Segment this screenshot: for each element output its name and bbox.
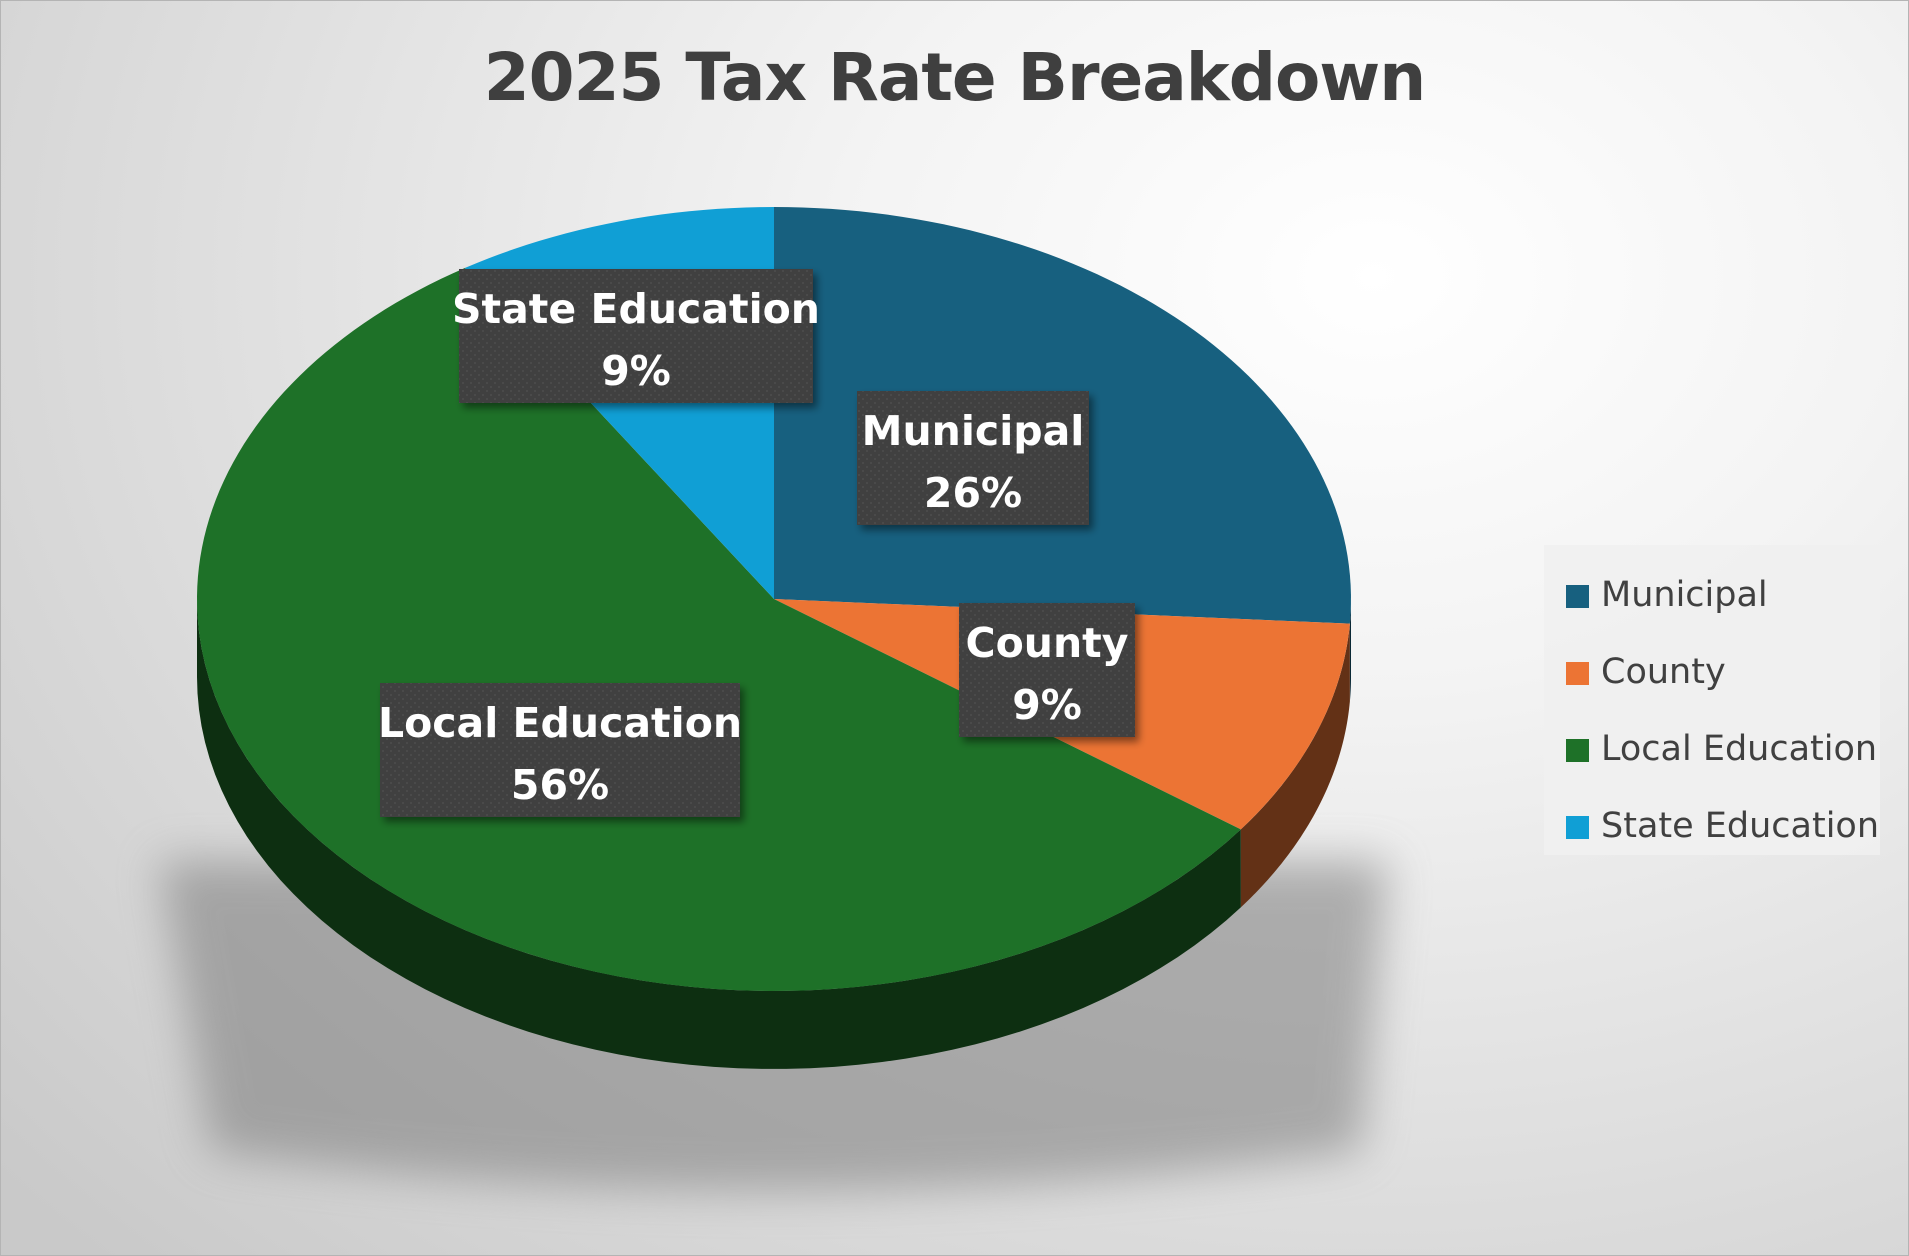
legend-item-municipal[interactable]: Municipal [1544,561,1880,638]
legend-item-county[interactable]: County [1544,638,1880,715]
data-label-box [857,391,1089,525]
pie-sides [197,599,1351,1069]
pie-side-local-education [197,599,1241,1069]
pie-side-municipal [1349,599,1351,702]
legend-item-state-education[interactable]: State Education [1544,792,1880,869]
legend-label: Municipal [1601,575,1768,615]
legend-item-local-education[interactable]: Local Education [1544,715,1880,792]
data-label-box [380,683,740,817]
legend-swatch [1566,585,1589,608]
pie-labels: Municipal 26% County 9% Local Education 56% St… [378,269,1135,817]
chart-title: 2025 Tax Rate Breakdown [483,39,1427,116]
data-label-name: County [966,619,1129,667]
data-label-value: 9% [1012,681,1082,729]
legend-swatch [1566,662,1589,685]
data-label-box [959,603,1135,737]
data-label-box [459,269,813,403]
data-label-municipal: Municipal 26% [857,391,1089,525]
data-label-name: State Education [452,285,820,333]
data-label-value: 26% [924,469,1022,517]
legend-swatch [1566,816,1589,839]
data-label-county: County 9% [959,603,1135,737]
legend-label: Local Education [1601,729,1878,769]
pie-side-county [1240,623,1350,908]
legend-label: State Education [1601,806,1880,846]
data-label-name: Local Education [378,699,742,747]
data-label-state-education: State Education 9% [452,269,820,403]
data-label-local-education: Local Education 56% [378,683,742,817]
legend-swatch [1566,739,1589,762]
data-label-name: Municipal [862,407,1085,455]
data-label-value: 56% [511,761,609,809]
legend-label: County [1601,652,1726,692]
data-label-value: 9% [601,347,671,395]
legend: Municipal County Local Education State Educ… [1544,545,1880,855]
